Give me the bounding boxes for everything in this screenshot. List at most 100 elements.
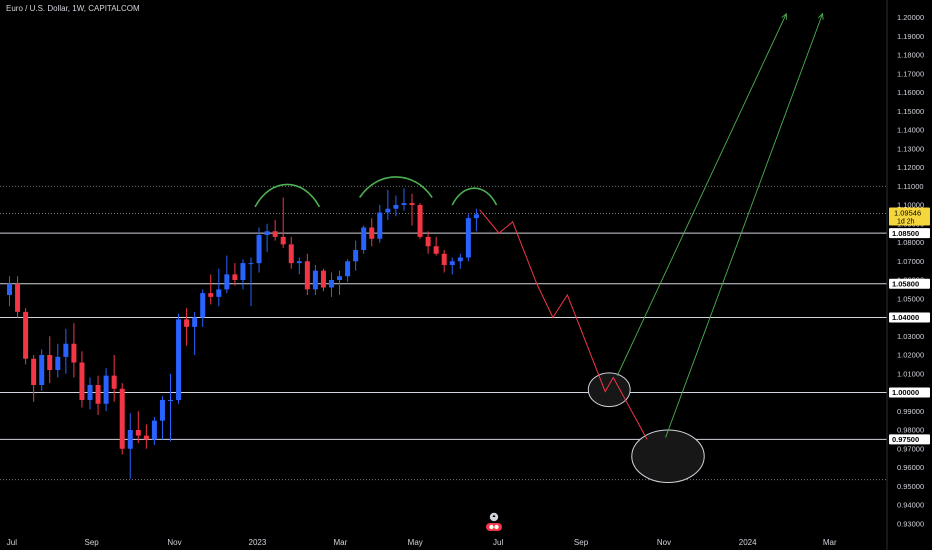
candle xyxy=(200,289,206,327)
candle-body xyxy=(248,263,254,265)
candle xyxy=(216,268,222,307)
candle xyxy=(15,276,21,318)
time-tick-label: 2024 xyxy=(739,538,757,547)
candle-body xyxy=(457,257,463,262)
candle-body xyxy=(216,289,222,297)
candle xyxy=(425,231,431,254)
time-tick-label: 2023 xyxy=(249,538,267,547)
target-circle xyxy=(587,372,631,408)
candle xyxy=(79,351,85,408)
candle-body xyxy=(264,231,270,235)
candle-body xyxy=(449,261,455,265)
price-tick-label: 1.15000 xyxy=(897,107,924,116)
candle xyxy=(224,255,230,294)
candle xyxy=(473,208,479,232)
candle xyxy=(176,313,182,404)
price-tick-label: 1.14000 xyxy=(897,126,924,135)
candle xyxy=(296,257,302,275)
candle xyxy=(159,396,165,440)
candle-body xyxy=(417,205,423,237)
candle-body xyxy=(7,283,12,295)
candle xyxy=(345,259,351,282)
candle xyxy=(63,328,69,374)
candle-body xyxy=(441,253,447,265)
candle-body xyxy=(143,435,149,440)
candle-body xyxy=(329,280,334,288)
time-tick-label: Jul xyxy=(7,538,17,547)
time-tick-label: Jul xyxy=(493,538,503,547)
candle xyxy=(184,308,190,346)
time-tick-label: Sep xyxy=(84,538,99,547)
candle xyxy=(280,197,286,249)
candle-body xyxy=(377,212,383,239)
candle-body xyxy=(23,311,29,359)
candle-body xyxy=(312,270,318,290)
candle xyxy=(248,257,254,307)
candle-body xyxy=(353,250,359,262)
candle-body xyxy=(192,317,198,327)
level-label-box xyxy=(889,312,930,323)
candle-body xyxy=(401,203,407,205)
candle-body xyxy=(55,356,61,370)
candle xyxy=(401,188,407,211)
candle-body xyxy=(361,227,367,250)
candle xyxy=(288,236,294,269)
pattern-arc xyxy=(451,187,498,206)
level-label: 0.97500 xyxy=(892,435,919,444)
level-label: 1.05800 xyxy=(892,279,919,288)
candle xyxy=(353,240,359,271)
candle-body xyxy=(135,430,141,436)
price-tick-label: 0.93000 xyxy=(897,519,924,528)
price-tick-label: 1.01000 xyxy=(897,369,924,378)
pattern-arc xyxy=(254,183,321,208)
projection-arrowhead xyxy=(817,12,824,20)
candle-body xyxy=(63,343,69,357)
price-tick-label: 0.98000 xyxy=(897,426,924,435)
candle-body xyxy=(296,261,302,264)
price-tick-label: 1.17000 xyxy=(897,69,924,78)
candle xyxy=(337,270,343,295)
price-tick-label: 1.10000 xyxy=(897,201,924,210)
price-tick-label: 1.03000 xyxy=(897,332,924,341)
candle xyxy=(151,416,157,445)
price-tick-label: 1.05000 xyxy=(897,294,924,303)
candle-body xyxy=(433,246,439,254)
candle xyxy=(23,308,29,365)
candle xyxy=(47,336,53,384)
level-label: 1.00000 xyxy=(892,388,919,397)
time-tick-label: Nov xyxy=(167,538,181,547)
price-tick-label: 0.97000 xyxy=(897,444,924,453)
candle-body xyxy=(272,231,278,237)
candle xyxy=(256,227,262,273)
candle xyxy=(264,223,270,252)
projection-arrowhead xyxy=(781,12,787,20)
candle xyxy=(208,274,214,305)
candle-body xyxy=(151,420,157,440)
candle-body xyxy=(95,385,101,404)
candle xyxy=(409,193,415,226)
candle xyxy=(417,203,423,239)
candle xyxy=(369,218,375,247)
candle xyxy=(320,268,326,292)
candle-body xyxy=(176,319,182,400)
candle-body xyxy=(240,263,246,280)
candle-body xyxy=(111,375,117,389)
level-label-box xyxy=(889,387,930,398)
price-tick-label: 1.13000 xyxy=(897,144,924,153)
candle-body xyxy=(159,400,165,421)
time-tick-label: Mar xyxy=(333,538,347,547)
time-tick-label: Mar xyxy=(823,538,837,547)
candle xyxy=(119,383,125,455)
price-tick-label: 1.20000 xyxy=(897,13,924,22)
projection-arrow-up xyxy=(616,13,787,376)
candle-body xyxy=(224,274,230,290)
price-tick-label: 1.11000 xyxy=(897,182,924,191)
candle-body xyxy=(39,355,45,385)
candle-body xyxy=(345,261,351,277)
candle-body xyxy=(256,235,262,264)
symbol-title: Euro / U.S. Dollar, 1W, CAPITALCOM xyxy=(6,4,140,13)
candle-body xyxy=(79,362,85,400)
time-tick-label: Sep xyxy=(574,538,589,547)
price-tick-label: 1.12000 xyxy=(897,163,924,172)
